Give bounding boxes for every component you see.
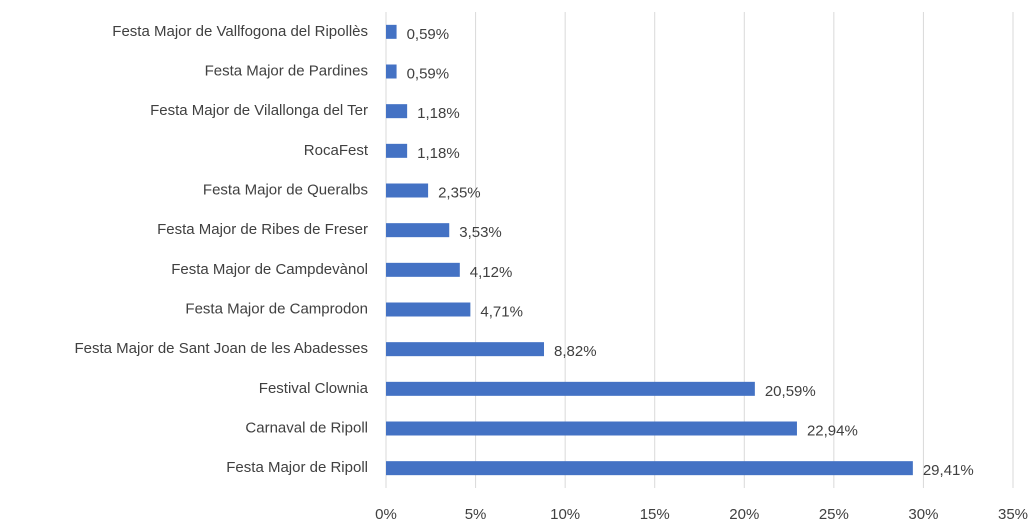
bar <box>386 421 797 436</box>
data-label: 3,53% <box>459 224 502 241</box>
data-label: 22,94% <box>807 422 858 439</box>
x-tick-label: 30% <box>908 506 938 523</box>
y-tick-label: Festa Major de Pardines <box>205 62 368 79</box>
y-tick-label: RocaFest <box>304 142 369 159</box>
y-tick-label: Festa Major de Vilallonga del Ter <box>150 102 368 119</box>
data-label: 4,71% <box>480 303 523 320</box>
data-label: 29,41% <box>923 462 974 479</box>
y-tick-label: Festival Clownia <box>259 380 369 397</box>
data-label: 1,18% <box>417 105 460 122</box>
x-tick-label: 35% <box>998 506 1028 523</box>
y-tick-label: Festa Major de Ripoll <box>226 459 368 476</box>
y-tick-label: Festa Major de Vallfogona del Ripollès <box>112 23 368 40</box>
bar <box>386 64 397 79</box>
data-label: 0,59% <box>407 65 450 82</box>
bar <box>386 24 397 39</box>
bar <box>386 143 408 158</box>
x-tick-label: 15% <box>640 506 670 523</box>
y-tick-label: Festa Major de Camprodon <box>185 300 368 317</box>
bar <box>386 104 408 119</box>
x-tick-label: 25% <box>819 506 849 523</box>
y-tick-label: Festa Major de Queralbs <box>203 181 368 198</box>
data-label: 4,12% <box>470 264 513 281</box>
bar <box>386 381 755 396</box>
data-label: 1,18% <box>417 145 460 162</box>
y-tick-label: Carnaval de Ripoll <box>245 419 368 436</box>
bar <box>386 302 471 317</box>
bar <box>386 183 429 198</box>
y-tick-label: Festa Major de Campdevànol <box>171 261 368 278</box>
x-tick-label: 5% <box>465 506 487 523</box>
data-label: 2,35% <box>438 184 481 201</box>
x-tick-label: 0% <box>375 506 397 523</box>
x-tick-label: 20% <box>729 506 759 523</box>
data-label: 0,59% <box>407 26 450 43</box>
bar <box>386 262 460 277</box>
bar <box>386 342 545 357</box>
bar <box>386 461 913 476</box>
y-tick-label: Festa Major de Sant Joan de les Abadesse… <box>74 340 368 357</box>
bar <box>386 223 450 238</box>
y-tick-label: Festa Major de Ribes de Freser <box>157 221 368 238</box>
data-label: 8,82% <box>554 343 597 360</box>
x-tick-label: 10% <box>550 506 580 523</box>
data-label: 20,59% <box>765 383 816 400</box>
